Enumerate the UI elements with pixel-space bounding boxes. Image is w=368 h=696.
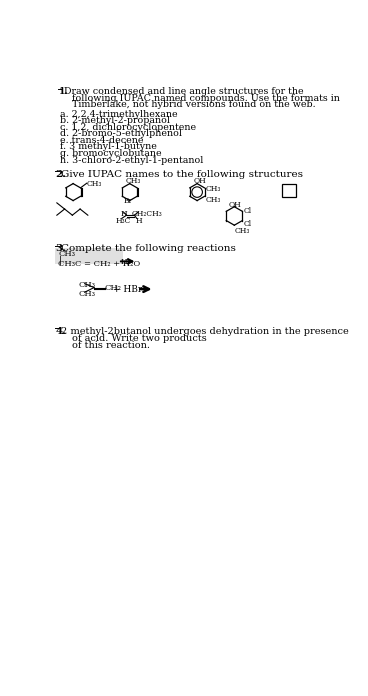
Text: CH₃: CH₃ xyxy=(78,290,96,298)
Text: CH₃: CH₃ xyxy=(59,250,75,258)
Text: CH₂: CH₂ xyxy=(105,285,122,292)
Text: H: H xyxy=(120,209,127,218)
Text: |: | xyxy=(59,255,62,264)
Text: Complete the following reactions: Complete the following reactions xyxy=(61,244,236,253)
Text: g. bromocyclobutane: g. bromocyclobutane xyxy=(60,149,162,158)
Text: H₃C: H₃C xyxy=(116,216,131,225)
Text: H⁺: H⁺ xyxy=(120,258,131,267)
Text: 2.: 2. xyxy=(55,170,66,179)
Text: CH₃: CH₃ xyxy=(126,177,141,184)
Text: CH₃: CH₃ xyxy=(205,184,221,193)
Text: Draw condensed and line angle structures for the: Draw condensed and line angle structures… xyxy=(64,88,304,96)
Text: CH₃: CH₃ xyxy=(78,280,96,289)
Text: 2 methyl-2butanol undergoes dehydration in the presence: 2 methyl-2butanol undergoes dehydration … xyxy=(61,327,348,336)
Bar xyxy=(55,248,124,264)
Text: CH₂CH₃: CH₂CH₃ xyxy=(131,209,162,218)
Text: following IUPAC named compounds. Use the formats in: following IUPAC named compounds. Use the… xyxy=(72,93,340,102)
Text: CH₃: CH₃ xyxy=(234,227,250,235)
Text: c. 1,2, dichlorocyclopentene: c. 1,2, dichlorocyclopentene xyxy=(60,122,196,132)
Text: Give IUPAC names to the following structures: Give IUPAC names to the following struct… xyxy=(61,170,303,179)
Text: Cl: Cl xyxy=(243,220,251,228)
Text: h. 3-chloro-2-ethyl-1-pentanol: h. 3-chloro-2-ethyl-1-pentanol xyxy=(60,155,204,164)
Text: CH₃C = CH₂ + H₂O: CH₃C = CH₂ + H₂O xyxy=(59,260,141,268)
Text: H: H xyxy=(135,216,142,225)
Text: Timberlake, not hybrid versions found on the web.: Timberlake, not hybrid versions found on… xyxy=(72,100,316,109)
Text: of this reaction.: of this reaction. xyxy=(71,341,149,349)
Text: 1.: 1. xyxy=(59,88,68,96)
Text: Cl: Cl xyxy=(243,207,251,216)
Text: a. 2,2,4-trimethylhexane: a. 2,2,4-trimethylhexane xyxy=(60,110,178,119)
Text: e. trans-4-decene: e. trans-4-decene xyxy=(60,136,144,145)
Text: f. 3 methyl-1-butyne: f. 3 methyl-1-butyne xyxy=(60,143,157,152)
Text: d. 2-bromo-5-ethylphenol: d. 2-bromo-5-ethylphenol xyxy=(60,129,182,139)
Text: CH₃: CH₃ xyxy=(87,180,102,188)
Bar xyxy=(282,184,296,197)
Text: OH: OH xyxy=(194,177,207,185)
Text: 4.: 4. xyxy=(55,327,66,336)
Text: 3.: 3. xyxy=(55,244,66,253)
Text: OH: OH xyxy=(229,200,242,209)
Text: b. 2-methyl-2-propanol: b. 2-methyl-2-propanol xyxy=(60,116,170,125)
Text: CH₃: CH₃ xyxy=(205,196,221,203)
Text: Br: Br xyxy=(123,197,132,205)
Text: + HBr: + HBr xyxy=(113,285,142,294)
Text: of acid. Write two products: of acid. Write two products xyxy=(71,334,206,342)
